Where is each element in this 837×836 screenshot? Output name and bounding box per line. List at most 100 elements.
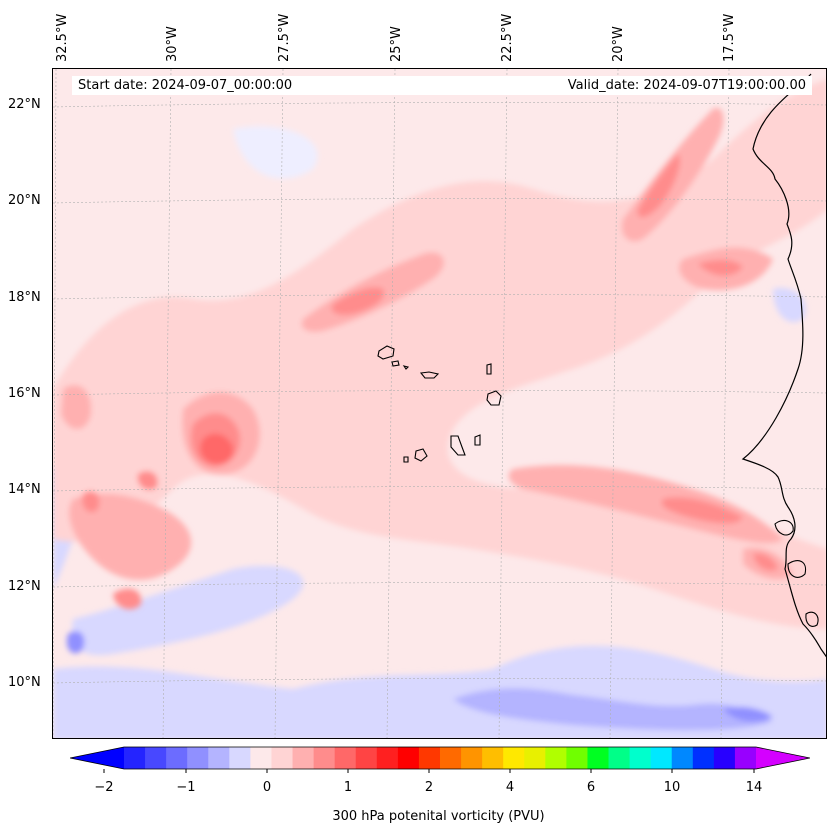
colorbar-segment <box>734 747 757 769</box>
colorbar-segment <box>503 747 525 769</box>
lon-tick-label: 25°W <box>389 26 404 62</box>
gridline-lat-14n <box>53 486 826 492</box>
colorbar-tick-label: 6 <box>586 780 596 795</box>
colorbar-segment <box>292 747 315 769</box>
pv-3-sw-core-c <box>137 471 158 490</box>
africa-coast-inlet-b <box>787 560 807 578</box>
colorbar <box>70 746 810 773</box>
low-pv-sw-core <box>66 631 85 654</box>
island-santo-antao <box>377 345 395 360</box>
africa-coastline <box>741 73 826 658</box>
low-pv-central-patch <box>233 126 318 179</box>
colorbar-segment <box>145 747 167 769</box>
island-sal <box>486 363 492 375</box>
lat-tick-label: 12°N <box>8 579 41 594</box>
lat-tick-label: 14°N <box>8 482 41 497</box>
pv-3-sw-core-b <box>113 588 142 610</box>
gridline-lat-22n <box>53 102 826 108</box>
colorbar-segment <box>545 747 567 769</box>
colorbar-segment <box>713 747 736 769</box>
gridline-lat-20n <box>53 198 826 204</box>
island-brava <box>403 456 409 463</box>
colorbar-segment <box>376 747 399 769</box>
colorbar-segment <box>671 747 694 769</box>
lat-tick-label: 18°N <box>8 290 41 305</box>
pv-3-coastal-core <box>753 553 778 571</box>
colorbar-segment <box>482 747 504 769</box>
colorbar-tick-label: 10 <box>663 780 681 795</box>
colorbar-segment <box>629 747 652 769</box>
colorbar-segment <box>524 747 546 769</box>
colorbar-segment <box>608 747 631 769</box>
pv-3-ne-patch-core <box>698 259 743 276</box>
colorbar-tick-label: −2 <box>94 780 114 795</box>
colorbar-extend-max <box>756 747 810 769</box>
island-sao-nicolau <box>419 371 440 379</box>
high-pv-areas <box>53 79 826 629</box>
africa-coast-inlet-a <box>774 519 794 536</box>
colorbar-segment <box>229 747 251 769</box>
gridline-lat-12n <box>53 582 826 588</box>
colorbar-tick-label: 1 <box>343 780 353 795</box>
colorbar-segment <box>692 747 715 769</box>
island-boa-vista <box>486 390 502 406</box>
lat-tick-label: 10°N <box>8 675 41 690</box>
colorbar-segment <box>440 747 462 769</box>
island-santiago <box>450 435 466 456</box>
pv-2-east-band <box>508 465 783 544</box>
colorbar-tick-label: 4 <box>505 780 515 795</box>
pv-contour-map <box>53 69 826 738</box>
colorbar-segment <box>166 747 188 769</box>
valid-date-label: Valid_date: 2024-09-07T19:00:00.00 <box>402 76 812 95</box>
island-maio <box>474 434 481 446</box>
colorbar-segment <box>124 747 146 769</box>
lon-tick-label: 27.5°W <box>277 13 292 62</box>
gridline-lat-18n <box>53 294 826 300</box>
low-pv-sw-band <box>72 565 304 656</box>
africa-coast-inlet-c <box>805 611 819 627</box>
colorbar-tick-label: −1 <box>176 780 196 795</box>
lon-tick-label: 22.5°W <box>500 13 515 62</box>
pv-4-vortex-core <box>200 433 234 465</box>
low-pv-southern-core <box>453 688 773 731</box>
gridlines <box>53 69 826 738</box>
lat-tick-label: 16°N <box>8 386 41 401</box>
colorbar-tick-label: 14 <box>745 780 763 795</box>
colorbar-extend-min <box>70 747 124 769</box>
pv-2-sw-cluster <box>69 493 192 580</box>
low-pv-southern-patch <box>723 706 773 722</box>
colorbar-segment <box>187 747 209 769</box>
colorbar-segment <box>355 747 378 769</box>
pv-3-streak-north-core <box>331 287 384 315</box>
colorbar-segment <box>271 747 294 769</box>
start-date-label: Start date: 2024-09-07_00:00:00 <box>72 76 408 95</box>
island-fogo <box>414 448 428 462</box>
island-santa-luzia <box>402 365 410 370</box>
island-sao-vicente <box>391 360 400 367</box>
pv-3-ne-core <box>637 154 680 218</box>
colorbar-segment <box>208 747 230 769</box>
colorbar-segment <box>250 747 273 769</box>
lat-tick-label: 22°N <box>8 97 41 112</box>
colorbar-title: 300 hPa potenital vorticity (PVU) <box>332 809 545 824</box>
gridline-lat-10n <box>53 678 826 684</box>
cape-verde-islands <box>377 345 502 463</box>
colorbar-segment <box>566 747 589 769</box>
map-panel <box>52 68 827 739</box>
colorbar-tick-label: 2 <box>424 780 434 795</box>
colorbar-outline <box>70 746 810 770</box>
gridline-lat-16n <box>53 390 826 396</box>
colorbar-segment <box>313 747 336 769</box>
colorbar-segment <box>334 747 357 769</box>
colorbar-segment <box>397 747 420 769</box>
pv-2-west-patch <box>61 385 92 429</box>
colorbar-tick-label: 0 <box>262 780 272 795</box>
pv-3-sw-core-a <box>82 491 100 513</box>
lon-tick-label: 30°W <box>165 26 180 62</box>
colorbar-segment <box>418 747 441 769</box>
pv-3-east-core <box>661 497 743 524</box>
colorbar-segment <box>461 747 483 769</box>
lon-tick-label: 32.5°W <box>55 13 70 62</box>
colorbar-segment <box>650 747 673 769</box>
lon-tick-label: 17.5°W <box>722 13 737 62</box>
